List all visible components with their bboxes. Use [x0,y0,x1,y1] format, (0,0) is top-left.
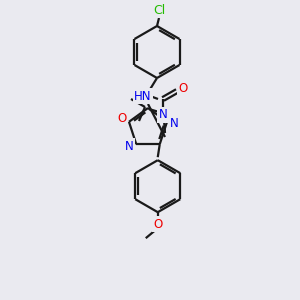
Text: N: N [169,117,178,130]
Text: N: N [159,109,167,122]
Text: Cl: Cl [153,4,165,16]
Text: N: N [125,140,134,153]
Text: O: O [117,112,127,125]
Text: O: O [153,218,162,231]
Text: O: O [178,82,188,95]
Text: HN: HN [134,89,152,103]
